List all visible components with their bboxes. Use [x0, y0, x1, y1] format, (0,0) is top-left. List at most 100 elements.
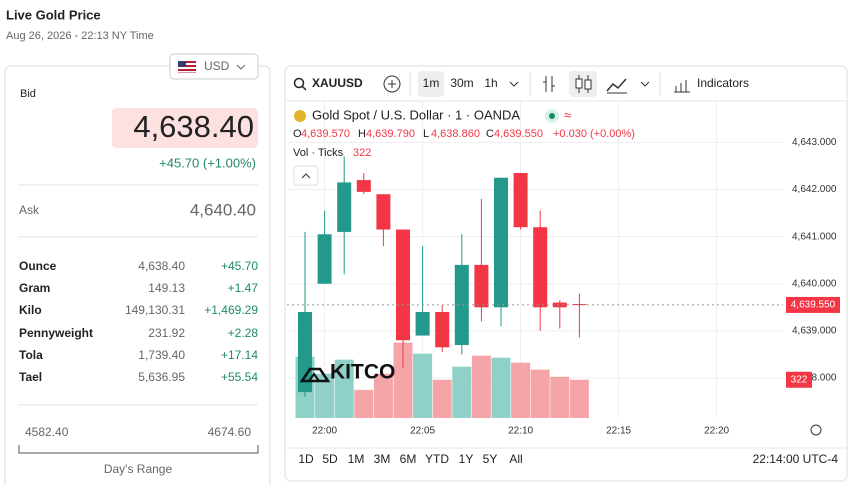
interval[interactable]: 30m	[450, 76, 473, 90]
x-tick-label: 22:10	[508, 426, 533, 437]
y-tick-label: 4,643.000	[792, 137, 837, 148]
candle-body	[415, 312, 430, 336]
candle-body	[572, 303, 587, 305]
volume-bar	[491, 357, 511, 418]
period[interactable]: 1M	[348, 452, 365, 466]
unit-price: 1,739.40	[138, 348, 185, 362]
clock: 22:14:00 UTC-4	[753, 452, 839, 466]
unit-name: Pennyweight	[19, 326, 93, 340]
unit-change: +55.54	[221, 370, 258, 384]
unit-price: 4,638.40	[138, 259, 185, 273]
volume-last: 322	[353, 147, 371, 159]
unit-name: Ounce	[19, 259, 57, 273]
candle-body	[435, 312, 450, 348]
chart-title: Gold Spot / U.S. Dollar · 1 · OANDA	[312, 107, 520, 122]
candle-body	[454, 264, 469, 345]
period[interactable]: 3M	[374, 452, 391, 466]
search-icon[interactable]	[293, 77, 305, 89]
ohlc-key: C	[486, 128, 494, 140]
collapse-icon	[301, 173, 311, 179]
unit-name: Kilo	[19, 303, 42, 317]
unit-change: +1,469.29	[204, 303, 258, 317]
price-tag-label: 4,639.550	[791, 300, 836, 311]
y-tick-label: 4,642.000	[792, 184, 837, 195]
line-icon[interactable]	[606, 78, 627, 92]
period[interactable]: 6M	[400, 452, 417, 466]
period[interactable]: 1Y	[459, 452, 474, 466]
x-tick-label: 22:00	[312, 426, 337, 437]
volume-bar	[354, 389, 374, 418]
interval[interactable]: 1m	[423, 76, 440, 90]
period[interactable]: All	[509, 452, 522, 466]
bid-price: 4,638.40	[133, 109, 254, 144]
indicators[interactable]: Indicators	[697, 76, 749, 90]
unit-name: Gram	[19, 281, 50, 295]
period[interactable]: 5D	[322, 452, 338, 466]
interval[interactable]: 1h	[484, 76, 497, 90]
gold-icon	[294, 110, 306, 122]
chevron	[236, 64, 246, 70]
chevron[interactable]	[640, 81, 650, 87]
ask-label: Ask	[19, 203, 40, 217]
status-icon: ≈	[564, 107, 571, 122]
flag-icon	[178, 61, 196, 73]
ohlc-value: 4,639.790	[366, 128, 415, 140]
candles-active	[569, 71, 597, 97]
add-button[interactable]	[383, 75, 401, 93]
period[interactable]: 1D	[298, 452, 314, 466]
volume-bar	[452, 366, 472, 418]
legend-change: +0.030 (+0.00%)	[553, 128, 635, 140]
bars-icon[interactable]	[543, 76, 555, 92]
volume-bar	[511, 362, 531, 418]
unit-change: +2.28	[228, 326, 259, 340]
volume-bar	[530, 369, 550, 418]
candles-icon	[584, 79, 592, 90]
candle-body	[494, 177, 508, 308]
indicators-icon[interactable]	[674, 80, 690, 93]
x-tick-label: 22:15	[606, 426, 631, 437]
range-label: Day's Range	[104, 462, 173, 476]
period-bar: 1D 5D 1M 3M 6M YTD 1Y 5Y All	[298, 452, 522, 466]
x-tick-label: 22:05	[410, 426, 435, 437]
volume-bar	[315, 373, 335, 418]
price-tag	[786, 296, 840, 313]
volume-bar	[569, 379, 589, 418]
volume-bar	[413, 353, 433, 418]
bid-change: +45.70 (+1.00%)	[159, 155, 256, 170]
logo: KITCO	[299, 361, 395, 384]
candle-body	[356, 180, 371, 192]
unit-change: +45.70	[221, 259, 258, 273]
range-low: 4582.40	[25, 425, 69, 439]
ask-price: 4,640.40	[190, 200, 256, 219]
add-icon	[388, 80, 396, 88]
settings-icon[interactable]	[810, 424, 822, 436]
candle-body	[376, 194, 391, 230]
collapse-button[interactable]	[293, 165, 319, 186]
candle-body	[552, 302, 567, 308]
volume-bar	[373, 373, 393, 418]
volume-bar	[432, 379, 452, 418]
unit-price: 231.92	[148, 326, 185, 340]
bid-box	[112, 108, 258, 148]
plot: 4,638.000 4,639.000 4,640.000 4,641.000 4,64…	[287, 100, 840, 437]
candle-body	[317, 234, 332, 284]
period[interactable]: 5Y	[483, 452, 498, 466]
bid-label: Bid	[20, 88, 36, 100]
volume-tag	[786, 371, 812, 388]
ohlc-key: H	[358, 128, 366, 140]
status-icon	[549, 113, 555, 119]
chevron[interactable]	[509, 81, 519, 87]
quote-card	[4, 65, 271, 485]
unit-name: Tael	[19, 370, 42, 384]
unit-price: 149,130.31	[125, 303, 185, 317]
y-tick-label: 4,638.000	[792, 373, 837, 384]
volume-bar	[334, 359, 354, 418]
period[interactable]: YTD	[425, 452, 449, 466]
candle-body	[533, 227, 548, 308]
logo-text: KITCO	[330, 361, 395, 384]
volume-bar	[550, 376, 570, 418]
candle-body	[337, 182, 352, 232]
symbol[interactable]: XAUUSD	[312, 76, 363, 90]
